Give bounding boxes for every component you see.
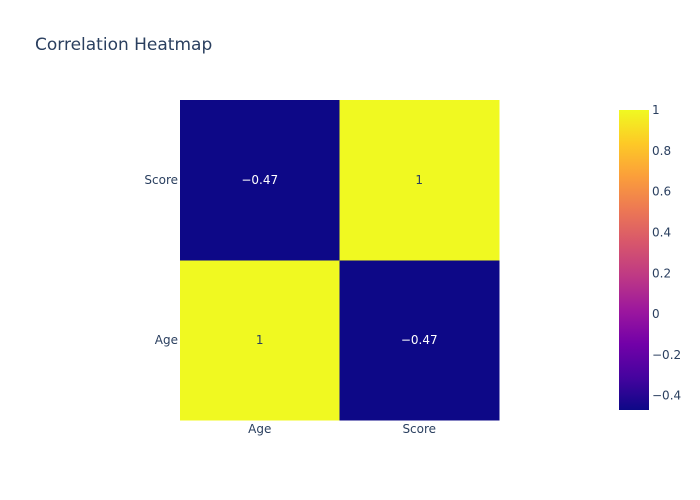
colorbar bbox=[619, 110, 649, 410]
x-axis-ticks: Age Score bbox=[248, 422, 436, 436]
chart-title: Correlation Heatmap bbox=[35, 35, 212, 55]
heatmap-cell-age-score bbox=[339, 260, 500, 421]
colorbar-tick-label: 0.2 bbox=[652, 266, 671, 280]
colorbar-tick-label: 0.4 bbox=[652, 225, 671, 239]
cell-value-label: −0.47 bbox=[401, 333, 438, 347]
heatmap-cell-score-age bbox=[180, 100, 340, 261]
cell-value-label: 1 bbox=[256, 333, 264, 347]
colorbar-tick-label: −0.2 bbox=[652, 348, 681, 362]
colorbar-tick-label: 0 bbox=[652, 307, 660, 321]
cell-value-label: 1 bbox=[415, 173, 423, 187]
heatmap-cell-score-score bbox=[339, 100, 500, 261]
x-tick-label: Score bbox=[402, 422, 436, 436]
heatmap-cells bbox=[180, 100, 500, 421]
colorbar-gradient bbox=[619, 110, 649, 410]
colorbar-tick-label: 0.6 bbox=[652, 185, 671, 199]
heatmap-cell-age-age bbox=[180, 260, 340, 421]
colorbar-ticks: 1 0.8 0.6 0.4 0.2 0 −0.2 −0.4 bbox=[652, 103, 681, 403]
y-tick-label: Score bbox=[144, 173, 178, 187]
heatmap-cell-labels: 1 −0.47 −0.47 1 bbox=[241, 173, 437, 347]
colorbar-tick-label: 0.8 bbox=[652, 144, 671, 158]
colorbar-tick-label: −0.4 bbox=[652, 389, 681, 403]
x-tick-label: Age bbox=[248, 422, 271, 436]
cell-value-label: −0.47 bbox=[241, 173, 278, 187]
colorbar-tick-label: 1 bbox=[652, 103, 660, 117]
y-axis-ticks: Age Score bbox=[144, 173, 178, 347]
y-tick-label: Age bbox=[155, 333, 178, 347]
